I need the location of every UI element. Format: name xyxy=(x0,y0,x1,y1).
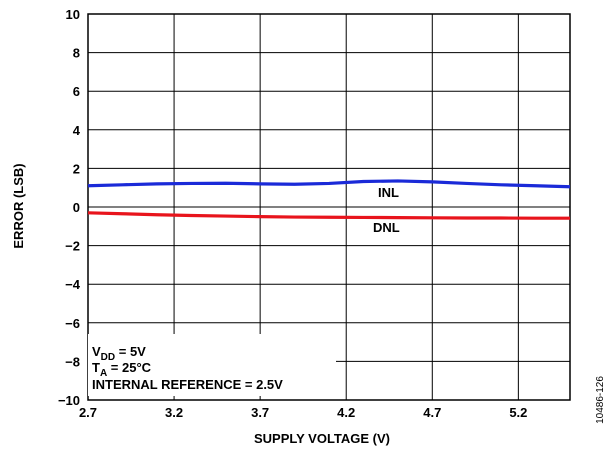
y-tick-label: 10 xyxy=(66,7,80,22)
y-tick-label: 4 xyxy=(73,123,81,138)
y-tick-label: 6 xyxy=(73,84,80,99)
condition-ta: TA = 25°C xyxy=(92,360,152,379)
y-tick-labels: 10 8 6 4 2 0 −2 −4 −6 −8 −10 xyxy=(58,7,81,408)
y-tick-label: 0 xyxy=(73,200,80,215)
x-tick-label: 4.2 xyxy=(337,405,355,420)
x-tick-label: 2.7 xyxy=(79,405,97,420)
conditions-box: VDD = 5V TA = 25°C INTERNAL REFERENCE = … xyxy=(88,334,336,396)
series-line-dnl xyxy=(87,211,570,220)
x-tick-label: 3.7 xyxy=(251,405,269,420)
y-axis-title: ERROR (LSB) xyxy=(11,163,26,248)
series-line-inl xyxy=(87,179,571,189)
x-tick-labels: 2.7 3.2 3.7 4.2 4.7 5.2 xyxy=(79,405,527,420)
y-tick-label: −2 xyxy=(65,239,80,254)
y-tick-label: 2 xyxy=(73,161,80,176)
y-tick-label: −10 xyxy=(58,393,80,408)
series-layer xyxy=(87,179,571,220)
series-label-dnl: DNL xyxy=(373,220,400,235)
conditions-box-background xyxy=(88,334,336,396)
x-tick-label: 4.7 xyxy=(423,405,441,420)
y-tick-label: −4 xyxy=(65,277,81,292)
y-tick-label: −6 xyxy=(65,316,80,331)
x-axis-title: SUPPLY VOLTAGE (V) xyxy=(254,431,390,446)
y-tick-label: −8 xyxy=(65,354,80,369)
plot-frame xyxy=(87,13,571,401)
y-tick-label: 8 xyxy=(73,46,80,61)
condition-reference: INTERNAL REFERENCE = 2.5V xyxy=(92,377,283,392)
x-tick-label: 5.2 xyxy=(509,405,527,420)
series-label-inl: INL xyxy=(378,185,399,200)
figure-id: 10486-126 xyxy=(595,376,606,424)
x-tick-label: 3.2 xyxy=(165,405,183,420)
condition-vdd: VDD = 5V xyxy=(92,344,146,363)
